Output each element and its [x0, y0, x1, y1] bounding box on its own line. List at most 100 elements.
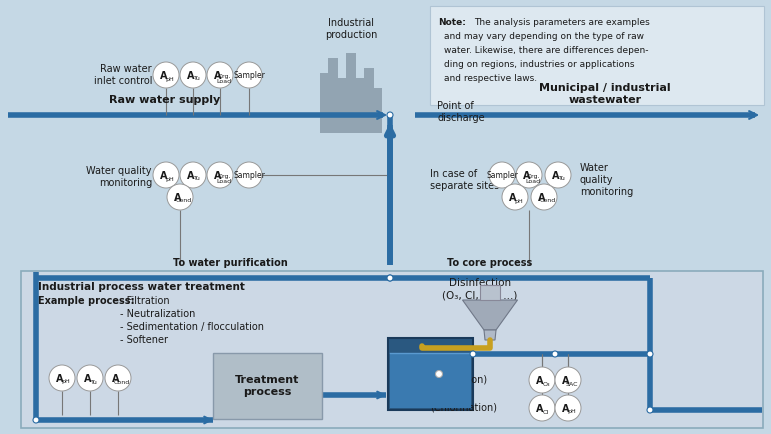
Text: Tu: Tu — [558, 177, 565, 181]
Text: Treatment
process: Treatment process — [235, 375, 300, 397]
Text: pH: pH — [514, 198, 524, 204]
Text: ding on regions, industries or applications: ding on regions, industries or applicati… — [444, 60, 635, 69]
Circle shape — [502, 184, 528, 210]
Text: A: A — [537, 404, 544, 414]
Text: water. Likewise, there are differences depen-: water. Likewise, there are differences d… — [444, 46, 648, 55]
Text: A: A — [510, 193, 517, 203]
Polygon shape — [320, 53, 382, 133]
Text: and respective laws.: and respective laws. — [444, 74, 537, 83]
Text: pH: pH — [166, 76, 174, 82]
Text: Org.
Load: Org. Load — [217, 74, 231, 84]
Text: Sampler: Sampler — [233, 70, 265, 79]
Circle shape — [33, 417, 39, 423]
Text: The analysis parameters are examples: The analysis parameters are examples — [474, 18, 650, 27]
Circle shape — [236, 62, 262, 88]
Text: A: A — [187, 171, 195, 181]
Circle shape — [516, 162, 542, 188]
Text: A: A — [562, 376, 570, 386]
Circle shape — [387, 275, 393, 281]
Circle shape — [387, 112, 393, 118]
Text: Org.
Load: Org. Load — [526, 174, 540, 184]
Text: Example process:: Example process: — [38, 296, 134, 306]
Polygon shape — [484, 330, 496, 340]
Text: Tu: Tu — [194, 76, 200, 82]
Text: A: A — [214, 71, 222, 81]
Text: pH: pH — [166, 177, 174, 181]
Text: and may vary depending on the type of raw: and may vary depending on the type of ra… — [444, 32, 644, 41]
Text: Tu: Tu — [90, 379, 97, 385]
Text: A: A — [562, 404, 570, 414]
Circle shape — [387, 275, 393, 281]
Text: A: A — [538, 193, 546, 203]
Circle shape — [207, 162, 233, 188]
Text: A: A — [160, 71, 168, 81]
Circle shape — [105, 365, 131, 391]
Text: A: A — [113, 374, 120, 384]
Circle shape — [49, 365, 75, 391]
Text: Water
quality
monitoring: Water quality monitoring — [580, 163, 633, 197]
Text: O₃: O₃ — [542, 381, 550, 387]
Text: To core process: To core process — [447, 258, 533, 268]
Text: (Ozonation): (Ozonation) — [430, 375, 487, 385]
FancyBboxPatch shape — [21, 271, 763, 428]
Text: SAC: SAC — [566, 381, 578, 387]
Circle shape — [236, 162, 262, 188]
Text: A: A — [84, 374, 92, 384]
Text: pH: pH — [62, 379, 70, 385]
Text: Note:: Note: — [438, 18, 466, 27]
Text: A: A — [214, 171, 222, 181]
Text: (Chlorination): (Chlorination) — [430, 403, 497, 413]
Polygon shape — [463, 300, 517, 330]
Text: - Filtration: - Filtration — [120, 296, 170, 306]
Text: A: A — [187, 71, 195, 81]
Circle shape — [531, 184, 557, 210]
Circle shape — [436, 371, 443, 378]
Circle shape — [153, 162, 179, 188]
Text: Cond: Cond — [176, 198, 192, 204]
Circle shape — [489, 162, 515, 188]
Text: A: A — [537, 376, 544, 386]
Text: Point of
discharge: Point of discharge — [437, 101, 485, 122]
Circle shape — [167, 184, 193, 210]
Text: In case of
separate sites: In case of separate sites — [430, 169, 500, 191]
Text: Municipal / industrial
wastewater: Municipal / industrial wastewater — [539, 83, 671, 105]
Circle shape — [647, 351, 653, 357]
Text: Sampler: Sampler — [486, 171, 518, 180]
Text: A: A — [174, 193, 182, 203]
Circle shape — [555, 367, 581, 393]
Text: - Sedimentation / flocculation: - Sedimentation / flocculation — [120, 322, 264, 332]
Circle shape — [545, 162, 571, 188]
FancyBboxPatch shape — [430, 6, 764, 105]
Text: A: A — [160, 171, 168, 181]
Text: Cond: Cond — [114, 379, 130, 385]
Circle shape — [470, 351, 476, 357]
Text: Disinfection: Disinfection — [449, 278, 511, 288]
Circle shape — [77, 365, 103, 391]
Text: A: A — [524, 171, 530, 181]
Circle shape — [529, 367, 555, 393]
FancyBboxPatch shape — [388, 338, 473, 410]
FancyBboxPatch shape — [390, 353, 471, 408]
Circle shape — [647, 407, 653, 413]
Text: - Neutralization: - Neutralization — [120, 309, 195, 319]
Text: pH: pH — [567, 410, 577, 414]
Text: Cl: Cl — [543, 410, 549, 414]
Text: (O₃, Cl, UV, ...): (O₃, Cl, UV, ...) — [443, 291, 517, 301]
FancyBboxPatch shape — [480, 285, 500, 300]
Circle shape — [180, 62, 206, 88]
Circle shape — [552, 351, 558, 357]
Circle shape — [153, 62, 179, 88]
Text: Raw water supply: Raw water supply — [109, 95, 221, 105]
Text: Org.
Load: Org. Load — [217, 174, 231, 184]
Text: A: A — [56, 374, 64, 384]
Text: Raw water
inlet control: Raw water inlet control — [93, 64, 152, 86]
Text: A: A — [552, 171, 560, 181]
Circle shape — [529, 395, 555, 421]
Text: Sampler: Sampler — [233, 171, 265, 180]
Text: Cond: Cond — [540, 198, 556, 204]
Text: Tu: Tu — [194, 177, 200, 181]
Text: Water quality
monitoring: Water quality monitoring — [86, 166, 152, 188]
Text: To water purification: To water purification — [173, 258, 288, 268]
Text: Industrial
production: Industrial production — [325, 18, 377, 39]
Circle shape — [180, 162, 206, 188]
